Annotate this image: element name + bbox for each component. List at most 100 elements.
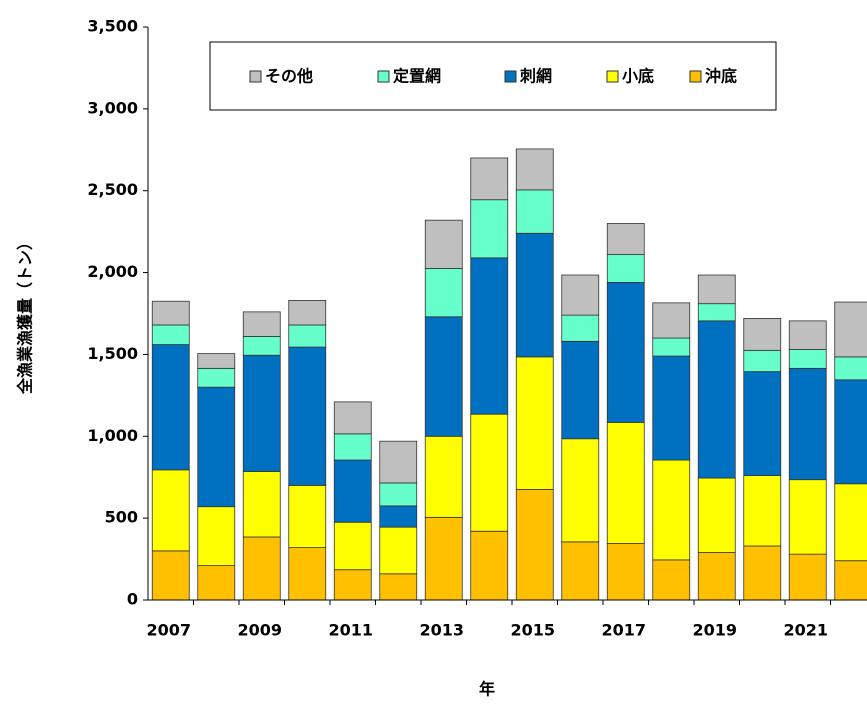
bar-segment (379, 482, 418, 507)
bar-segment (197, 386, 236, 508)
bar-segment (379, 573, 418, 601)
bar-segment (652, 302, 691, 339)
bar-segment (834, 356, 867, 381)
bar-segment (151, 324, 190, 346)
bar-segment (515, 232, 554, 358)
bar-segment (242, 354, 281, 472)
bar-segment (379, 440, 418, 484)
legend-label: 沖底 (705, 67, 737, 86)
bar-segment (288, 547, 327, 601)
bar-segment (242, 536, 281, 601)
bar-segment (697, 552, 736, 601)
bar-segment (424, 219, 463, 269)
bar-segment (606, 223, 645, 255)
y-tick-label: 2,000 (87, 262, 138, 281)
bar-segment (424, 516, 463, 601)
y-tick-label: 1,000 (87, 426, 138, 445)
bar-segment (697, 303, 736, 322)
bar-segment (379, 526, 418, 575)
legend-swatch (249, 70, 262, 83)
x-tick-label: 2015 (510, 621, 555, 640)
bar-segment (333, 569, 372, 601)
y-tick-label: 2,500 (87, 180, 138, 199)
bar-segment (652, 355, 691, 461)
bar-segment (151, 344, 190, 471)
bar-segment (288, 346, 327, 486)
bar-segment (515, 189, 554, 234)
bar-segment (197, 565, 236, 601)
bar-segment (606, 281, 645, 423)
bar-segment (561, 340, 600, 440)
bar-segment (288, 324, 327, 348)
bar-segment (197, 367, 236, 388)
bar-segment (652, 459, 691, 561)
bar-segment (788, 479, 827, 555)
bar-segment (333, 521, 372, 571)
bar-segment (470, 199, 509, 259)
x-tick-label: 2017 (601, 621, 646, 640)
bar-segment (151, 300, 190, 326)
bar-segment (697, 320, 736, 479)
y-tick-label: 3,000 (87, 98, 138, 117)
legend-box (209, 41, 777, 111)
bar-segment (743, 318, 782, 351)
bar-segment (743, 371, 782, 476)
bar-segment (743, 545, 782, 601)
bar-segment (515, 356, 554, 490)
y-tick-label: 3,500 (87, 17, 138, 36)
bar-segment (606, 254, 645, 283)
legend-label: その他 (265, 67, 313, 86)
bar-segment (561, 541, 600, 601)
legend-swatch (377, 70, 390, 83)
bar-segment (424, 435, 463, 518)
x-tick-label: 2013 (419, 621, 464, 640)
bar-segment (788, 320, 827, 350)
bar-segment (515, 148, 554, 191)
bar-segment (834, 483, 867, 562)
bar-segment (379, 505, 418, 528)
x-tick-label: 2019 (692, 621, 737, 640)
bar-segment (652, 559, 691, 601)
bar-segment (788, 553, 827, 601)
bar-segment (834, 301, 867, 358)
bar-segment (561, 274, 600, 316)
x-tick-label: 2021 (783, 621, 828, 640)
bar-segment (333, 459, 372, 523)
bar-segment (561, 314, 600, 342)
bar-segment (697, 477, 736, 553)
bar-segment (834, 379, 867, 485)
bar-segment (788, 367, 827, 481)
x-tick-label: 2007 (146, 621, 191, 640)
legend-swatch (504, 70, 517, 83)
bar-segment (743, 475, 782, 547)
bar-segment (333, 401, 372, 435)
bar-segment (470, 157, 509, 201)
bar-segment (652, 337, 691, 357)
bar-segment (333, 433, 372, 461)
bar-segment (470, 530, 509, 601)
bar-segment (470, 413, 509, 532)
x-tick-label: 2011 (328, 621, 373, 640)
x-axis-title: 年 (479, 680, 495, 699)
y-tick-label: 1,500 (87, 344, 138, 363)
bar-segment (197, 506, 236, 567)
bar-segment (561, 438, 600, 543)
bar-segment (606, 421, 645, 544)
bar-segment (515, 489, 554, 601)
y-axis-title: 全漁業漁獲量（トン） (16, 234, 35, 395)
bar-segment (288, 484, 327, 549)
legend-label: 定置網 (392, 67, 441, 86)
bar-segment (197, 353, 236, 369)
legend-swatch (606, 70, 619, 83)
bar-segment (470, 257, 509, 415)
y-tick-label: 500 (105, 508, 138, 527)
bar-segment (151, 550, 190, 601)
bar-segment (242, 336, 281, 356)
y-tick-label: 0 (127, 590, 138, 609)
bar-segment (151, 469, 190, 552)
bar-segment (242, 311, 281, 337)
bar-segment (424, 268, 463, 318)
bar-segment (697, 274, 736, 305)
bar-segment (606, 543, 645, 601)
